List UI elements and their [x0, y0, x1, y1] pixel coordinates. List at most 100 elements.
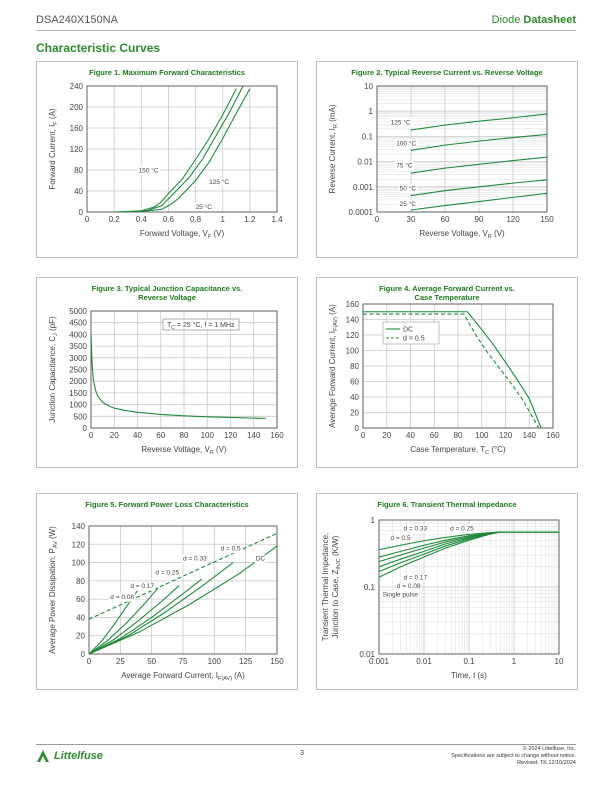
- fig4-series-0: [363, 311, 542, 428]
- fig1-annotation-0: 150 °C: [139, 167, 159, 175]
- fig2-xtick-label: 150: [540, 215, 554, 224]
- fig3-ytick-label: 4000: [69, 330, 87, 339]
- fig6-xtick-label: 0.1: [463, 657, 475, 666]
- fig1-xtick-label: 1.4: [271, 215, 283, 224]
- fig5-ytick-label: 120: [72, 540, 86, 549]
- fig2-xtick-label: 90: [475, 215, 484, 224]
- fig3-ytick-label: 1000: [69, 401, 87, 410]
- fig6-title: Figure 6. Transient Thermal Impedance: [317, 500, 577, 509]
- fig6-xtick-label: 1: [512, 657, 517, 666]
- fig5-annotation-bg-1: [254, 555, 267, 564]
- fig5-annotation-2: d = 0.33: [183, 556, 207, 563]
- fig5-series-4: [89, 562, 234, 654]
- fig1-series-1: [120, 86, 244, 212]
- fig3-ytick-label: 2500: [69, 366, 87, 375]
- figure-3-panel: Figure 3. Typical Junction Capacitance v…: [36, 277, 298, 468]
- fig4-series-1: [363, 313, 540, 428]
- fig6-annotation-2: d = 0.5: [390, 535, 410, 542]
- fig2-chart: 0 30 60 90 120 150 0.0001 0.001 0.01 0.1 1 10 Revers…: [328, 82, 554, 240]
- fig4-ytick-label: 120: [346, 331, 360, 340]
- fig3-ytick-label: 1500: [69, 389, 87, 398]
- fig5-series-5: [89, 545, 277, 654]
- fig5-ytick-label: 0: [81, 650, 86, 659]
- fig5-grid: [88, 525, 278, 655]
- fig2-annotation-bg-0: [389, 117, 412, 127]
- fig6-annotation-4: d = 0.08: [397, 583, 421, 590]
- fig3-title-line1: Figure 3. Typical Junction Capacitance v…: [91, 284, 243, 293]
- fig4-legend-label-0: DC: [403, 327, 413, 334]
- page-number: 3: [300, 750, 304, 757]
- fig6-ytick-label: 0.01: [359, 650, 375, 659]
- fig1-xtick-label: 0.8: [190, 215, 202, 224]
- fig6-xtick-label: 10: [555, 657, 564, 666]
- fig3-plot-frame: [90, 310, 278, 429]
- fig3-ytick-label: 3500: [69, 342, 87, 351]
- fig1-annotation-bg-1: [208, 177, 231, 187]
- fig1-xtick-label: 0.6: [163, 215, 175, 224]
- fig2-series-4: [410, 192, 547, 211]
- fig2-xtick-label: 60: [441, 215, 450, 224]
- part-number: DSA240X150NA: [36, 14, 118, 26]
- fig5-annotation-bg-4: [129, 582, 156, 591]
- fig2-series-2: [410, 156, 547, 174]
- fig5-ytick-label: 100: [72, 559, 86, 568]
- fig4-xlabel: Case Temperature, TC (°C): [410, 445, 506, 456]
- fig3-series-0: [91, 334, 266, 419]
- section-title: Characteristic Curves: [36, 41, 161, 55]
- fig3-chart: 0 20 40 60 80 100 120 140 160 0 500 1000 1500 2000 250…: [48, 307, 284, 456]
- fig5-series-6: [89, 532, 277, 620]
- fig5-ytick-label: 40: [76, 613, 85, 622]
- fig2-annotation-4: 25 °C: [400, 200, 417, 208]
- fig3-xtick-label: 120: [224, 431, 238, 440]
- fig6-series-5: [379, 531, 559, 551]
- fig6-ytick-label: 1: [371, 516, 376, 525]
- fig4-ytick-label: 40: [350, 393, 359, 402]
- figure-4-panel: Figure 4. Average Forward Current vs. Cas…: [316, 277, 578, 468]
- fig6-annotation-bg-3: [402, 573, 429, 582]
- fig5-series-3: [89, 578, 203, 654]
- fig4-ylabel: Average Forward Current, IF(AV) (A): [328, 304, 339, 428]
- fig6-annotation-bg-5: [381, 591, 420, 600]
- fig5-series-2: [89, 585, 180, 654]
- fig3-xtick-label: 20: [110, 431, 119, 440]
- fig2-ytick-label: 0.0001: [349, 208, 374, 217]
- fig5-plot-frame: [88, 525, 278, 655]
- change-notice: Specifications are subject to change wit…: [451, 753, 576, 759]
- fig3-xtick-label: 40: [133, 431, 142, 440]
- fig2-annotation-3: 50 °C: [400, 185, 417, 193]
- fig2-ytick-label: 1: [369, 107, 374, 116]
- fig2-annotation-1: 100 °C: [396, 140, 416, 148]
- fig5-annotation-bg-5: [109, 593, 136, 602]
- fig4-ytick-label: 60: [350, 378, 359, 387]
- fig3-xtick-label: 80: [180, 431, 189, 440]
- fig2-title-line1: Figure 2. Typical Reverse Current vs. Re…: [351, 68, 543, 77]
- fig5-annotation-0: d = 0.5: [221, 546, 241, 553]
- fig4-chart: 0 20 40 60 80 100 120 140 160 0 20 40 60 80 100 120 140 1…: [328, 300, 560, 456]
- fig4-xtick-label: 40: [406, 431, 415, 440]
- fig5-xlabel: Average Forward Current, IF(AV) (A): [121, 671, 245, 682]
- fig2-annotation-bg-1: [395, 139, 418, 149]
- fig4-plot-frame: [362, 303, 554, 429]
- fig1-annotation-bg-2: [194, 202, 214, 212]
- fig5-xtick-label: 125: [239, 657, 253, 666]
- fig6-annotation-bg-1: [449, 524, 476, 533]
- fig3-ytick-label: 0: [83, 424, 88, 433]
- footer-notice: © 2024 Littelfuse, Inc. Specifications a…: [451, 746, 576, 767]
- fig4-title: Figure 4. Average Forward Current vs. Cas…: [317, 284, 577, 302]
- fig2-xtick-label: 120: [506, 215, 520, 224]
- fig3-ytick-label: 4500: [69, 319, 87, 328]
- fig4-title-line2: Case Temperature: [414, 293, 480, 302]
- fig4-ytick-label: 20: [350, 409, 359, 418]
- fig4-xtick-label: 140: [523, 431, 537, 440]
- fig6-ylabel: Transient Thermal Impedance,Junction to …: [321, 533, 342, 642]
- fig4-ytick-label: 160: [346, 300, 360, 309]
- fig2-xtick-label: 30: [407, 215, 416, 224]
- fig1-annotation-bg-0: [137, 166, 160, 176]
- fig1-series-2: [134, 88, 251, 212]
- fig5-chart: 0 25 50 75 100 125 150 0 20 40 60 80 100 120 140 Averag…: [48, 522, 284, 682]
- fig1-xtick-label: 0.4: [136, 215, 148, 224]
- fig4-title-line1: Figure 4. Average Forward Current vs.: [379, 284, 515, 293]
- fig1-xtick-label: 1.2: [244, 215, 256, 224]
- fig6-annotation-bg-0: [402, 524, 429, 533]
- fig6-title-line1: Figure 6. Transient Thermal Impedance: [377, 500, 517, 509]
